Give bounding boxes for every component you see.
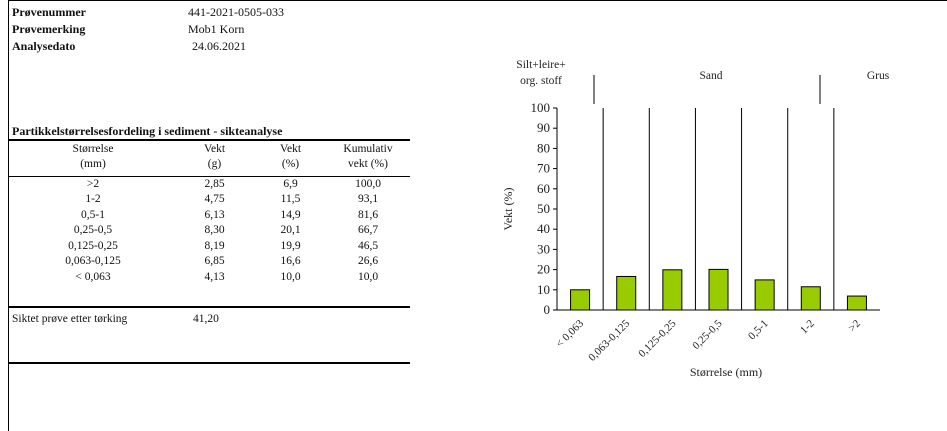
cell-cumulative: 46,5 [357, 239, 379, 252]
bar [754, 279, 775, 311]
y-tick-label: 40 [537, 221, 550, 236]
cell-weight-g: 2,85 [204, 177, 225, 190]
col-unit-weight-g: (g) [207, 158, 222, 171]
table-header-rule [8, 176, 410, 177]
y-tick-label: 60 [537, 181, 550, 196]
y-tick-label: 90 [537, 120, 550, 135]
table-title: Partikkelstørrelsesfordeling i sediment … [12, 124, 283, 138]
cell-weight-pct: 10,0 [280, 270, 301, 283]
sieve-table: Størrelse Vekt Vekt Kumulativ (mm) (g) (… [10, 141, 408, 285]
cell-weight-g: 4,13 [204, 270, 225, 283]
y-tick-label: 30 [537, 241, 550, 256]
table-row: < 0,063 4,13 10,0 10,0 [10, 269, 408, 285]
cell-weight-pct: 19,9 [280, 239, 301, 252]
y-tick-label: 80 [537, 140, 550, 155]
cell-weight-g: 4,75 [204, 193, 225, 206]
cell-size: >2 [86, 177, 100, 190]
cell-weight-g: 8,30 [204, 224, 225, 237]
col-header-weight-pct: Vekt [279, 142, 302, 155]
col-header-size: Størrelse [72, 142, 114, 155]
zone-label-sand: Sand [700, 70, 723, 82]
cell-weight-pct: 14,9 [280, 208, 301, 221]
table-row: 0,125-0,25 8,19 19,9 46,5 [10, 238, 408, 254]
table-top-rule [8, 139, 410, 141]
x-axis-title: Størrelse (mm) [690, 365, 762, 379]
table-row: 0,063-0,125 6,85 16,6 26,6 [10, 254, 408, 270]
zone-label-silt: Silt+leire+ [516, 59, 565, 71]
table-row: 0,5-1 6,13 14,9 81,6 [10, 207, 408, 223]
cell-size: 0,5-1 [81, 208, 105, 221]
table-header-row: Størrelse Vekt Vekt Kumulativ [10, 141, 408, 157]
sample-number-value: 441-2021-0505-033 [188, 5, 284, 19]
cell-weight-pct: 20,1 [280, 224, 301, 237]
cell-cumulative: 10,0 [357, 270, 379, 283]
bar [570, 289, 591, 311]
section-divider [8, 362, 410, 364]
bar [800, 286, 821, 311]
cell-weight-g: 8,19 [204, 239, 225, 252]
frame-left-border [8, 0, 9, 431]
col-unit-cumulative: vekt (%) [348, 158, 388, 171]
table-row: 0,25-0,5 8,30 20,1 66,7 [10, 223, 408, 239]
x-tick-label: < 0,063 [554, 317, 587, 350]
frame-top-border [8, 0, 947, 1]
cell-cumulative: 66,7 [357, 224, 379, 237]
bar [662, 269, 683, 311]
y-tick-label: 100 [531, 100, 551, 115]
x-tick-label: >2 [846, 318, 863, 335]
col-unit-size: (mm) [80, 158, 106, 171]
cell-weight-pct: 11,5 [280, 193, 301, 206]
y-tick-label: 70 [537, 161, 550, 176]
total-value: 41,20 [193, 313, 219, 325]
sample-number-label: Prøvenummer [12, 5, 86, 19]
sample-marking-value: Mob1 Korn [188, 22, 245, 36]
cell-cumulative: 81,6 [357, 208, 379, 221]
cell-weight-g: 6,85 [204, 255, 225, 268]
sample-marking-label: Prøvemerking [12, 22, 86, 36]
y-tick-label: 0 [544, 302, 551, 317]
cell-size: < 0,063 [75, 270, 111, 283]
cell-cumulative: 100,0 [355, 177, 381, 190]
cell-size: 0,25-0,5 [73, 224, 113, 237]
cell-size: 1-2 [85, 193, 101, 206]
x-tick-label: 0,25-0,5 [690, 317, 725, 352]
bar [616, 275, 637, 311]
table-header-row: (mm) (g) (%) vekt (%) [10, 157, 408, 173]
table-row: >2 2,85 6,9 100,0 [10, 176, 408, 192]
col-header-weight-g: Vekt [203, 142, 226, 155]
zone-label-gravel: Grus [867, 70, 890, 82]
cell-size: 0,063-0,125 [65, 255, 121, 268]
cell-weight-pct: 16,6 [280, 255, 301, 268]
total-label: Siktet prøve etter tørking [12, 313, 128, 325]
cell-weight-g: 6,13 [204, 208, 225, 221]
table-bottom-rule [8, 306, 410, 308]
analysis-date-label: Analysedato [12, 39, 76, 53]
analysis-date-value: 24.06.2021 [192, 39, 246, 53]
table-row: 1-2 4,75 11,5 93,1 [10, 192, 408, 208]
zone-label-silt: org. stoff [520, 75, 562, 87]
bar [708, 268, 729, 311]
cell-weight-pct: 6,9 [283, 177, 298, 190]
y-tick-label: 10 [537, 282, 550, 297]
x-tick-label: 0,5-1 [746, 318, 771, 343]
sample-info: Prøvenummer 441-2021-0505-033 Prøvemerki… [12, 5, 412, 65]
bar [846, 295, 867, 311]
cell-cumulative: 26,6 [357, 255, 379, 268]
cell-size: 0,125-0,25 [68, 239, 118, 252]
x-tick-label: 0,063-0,125 [586, 317, 632, 363]
col-unit-weight-pct: (%) [281, 158, 300, 171]
y-tick-label: 20 [537, 262, 550, 277]
x-tick-label: 1-2 [798, 318, 817, 337]
y-axis-title: Vekt (%) [501, 188, 515, 231]
y-tick-label: 50 [537, 201, 550, 216]
x-tick-label: 0,125-0,25 [636, 317, 679, 360]
col-header-cumulative: Kumulativ [343, 142, 393, 155]
cell-cumulative: 93,1 [357, 193, 379, 206]
